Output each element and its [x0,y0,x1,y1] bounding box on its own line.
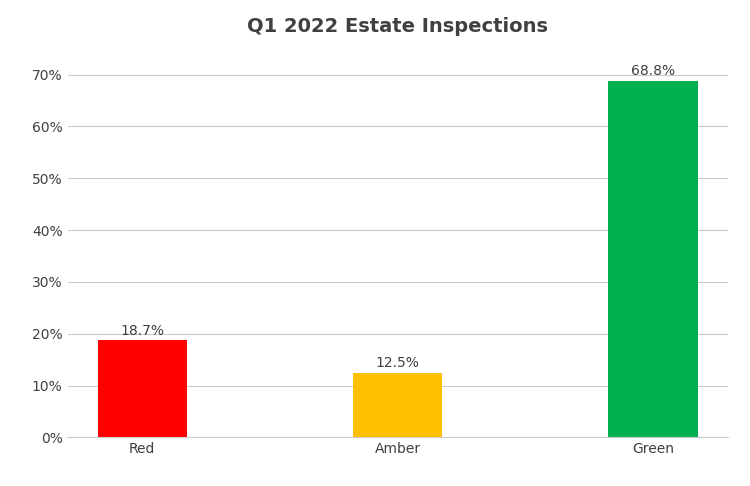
Bar [352,373,442,437]
Text: 12.5%: 12.5% [376,356,419,370]
Bar [98,341,187,437]
Text: 68.8%: 68.8% [631,64,675,78]
Bar [608,81,698,437]
Text: 18.7%: 18.7% [120,324,164,338]
Title: Q1 2022 Estate Inspections: Q1 2022 Estate Inspections [247,17,548,36]
